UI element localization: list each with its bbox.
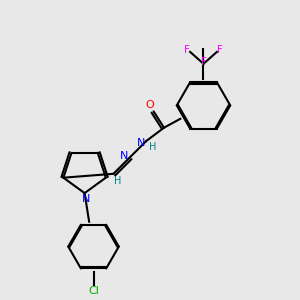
Text: O: O (146, 100, 154, 110)
Text: F: F (217, 45, 223, 56)
Text: N: N (136, 138, 145, 148)
Text: F: F (201, 57, 206, 67)
Text: N: N (120, 151, 129, 161)
Text: H: H (149, 142, 156, 152)
Text: H: H (114, 176, 122, 186)
Text: F: F (184, 45, 190, 56)
Text: Cl: Cl (88, 286, 99, 296)
Text: N: N (82, 194, 90, 204)
